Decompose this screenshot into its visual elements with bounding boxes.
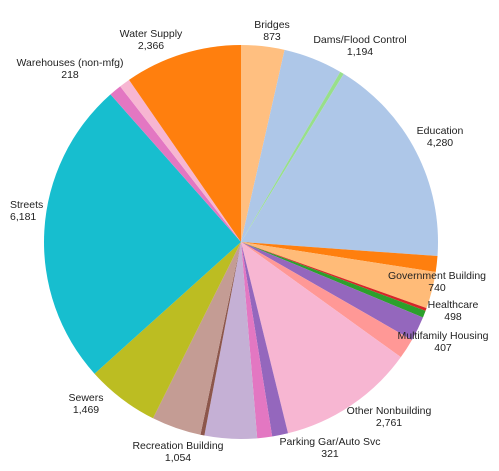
slice-value-streets: 6,181 [10, 211, 36, 223]
pie-slice-unlabeled-18 [110, 86, 241, 243]
slice-label-multifamily-housing: Multifamily Housing [397, 330, 488, 342]
pie-slice-sewers [94, 242, 241, 419]
pie-slice-warehouses-non-mfg [120, 79, 241, 242]
pie-slice-parking-gar-auto-svc [241, 242, 289, 437]
slice-value-other-nonbuilding: 2,761 [376, 417, 402, 429]
slice-value-parking-gar-auto-svc: 321 [321, 448, 339, 460]
pie-slice-unlabeled-4 [241, 242, 438, 273]
pie-slices [44, 44, 439, 439]
pie-slice-unlabeled-2 [241, 71, 344, 242]
slice-value-water-supply: 2,366 [138, 40, 164, 52]
slice-label-other-nonbuilding: Other Nonbuilding [347, 405, 432, 417]
slice-value-recreation-building: 1,054 [165, 452, 191, 464]
slice-label-sewers: Sewers [68, 392, 103, 404]
slice-value-warehouses-non-mfg: 218 [61, 69, 79, 81]
pie-slice-unlabeled-12 [241, 242, 273, 439]
slice-label-government-building: Government Building [388, 270, 486, 282]
pie-slice-unlabeled-7 [241, 242, 426, 318]
slice-label-education: Education [417, 125, 464, 137]
pie-slice-government-building [241, 242, 436, 309]
pie-slice-healthcare [241, 242, 423, 340]
pie-slice-dams-flood-control [241, 49, 341, 242]
slice-value-multifamily-housing: 407 [434, 342, 452, 354]
pie-slice-unlabeled-6 [241, 242, 427, 311]
slice-value-sewers: 1,469 [73, 404, 99, 416]
slice-value-government-building: 740 [428, 282, 446, 294]
slice-label-healthcare: Healthcare [428, 299, 479, 311]
slice-label-streets: Streets [10, 199, 43, 211]
slice-label-water-supply: Water Supply [120, 28, 183, 40]
pie-slice-recreation-building [204, 242, 258, 439]
slice-value-healthcare: 498 [444, 311, 462, 323]
pie-slice-other-nonbuilding [241, 242, 401, 434]
slice-label-parking-gar-auto-svc: Parking Gar/Auto Svc [280, 436, 381, 448]
slice-label-recreation-building: Recreation Building [132, 440, 223, 452]
pie-slice-unlabeled-15 [153, 242, 241, 435]
pie-slice-multifamily-housing [241, 242, 412, 358]
slice-value-bridges: 873 [263, 31, 281, 43]
slice-label-bridges: Bridges [254, 19, 290, 31]
pie-slice-water-supply [129, 44, 241, 242]
slice-label-warehouses-non-mfg: Warehouses (non-mfg) [17, 57, 124, 69]
pie-slice-unlabeled-14 [200, 242, 241, 436]
slice-value-education: 4,280 [427, 137, 453, 149]
pie-slice-streets [44, 94, 241, 374]
slice-value-dams-flood-control: 1,194 [347, 46, 373, 58]
pie-slice-education [241, 73, 439, 257]
pie-slice-bridges [241, 44, 285, 242]
slice-label-dams-flood-control: Dams/Flood Control [313, 34, 406, 46]
